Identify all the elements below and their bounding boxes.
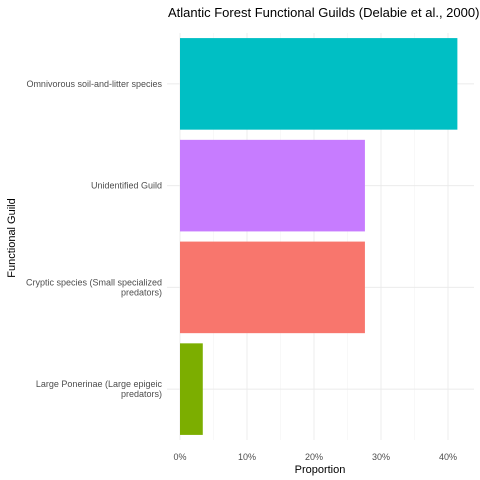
bar	[180, 38, 458, 130]
x-tick-label: 40%	[439, 452, 457, 462]
x-tick-label: 0%	[173, 452, 186, 462]
bar	[180, 241, 365, 334]
y-tick-label: Omnivorous soil-and-litter species	[26, 79, 162, 89]
bar	[180, 139, 365, 232]
y-tick-label: Large Ponerinae (Large epigeic predators)	[36, 379, 163, 399]
y-tick-label: Cryptic species (Small specialized predat…	[26, 277, 162, 297]
chart-title: Atlantic Forest Functional Guilds (Delab…	[168, 5, 479, 20]
x-tick-labels: 0% 10% 20% 30% 40%	[173, 452, 457, 462]
x-axis-title: Proportion	[295, 464, 346, 476]
x-tick-label: 30%	[372, 452, 390, 462]
bars	[180, 38, 458, 435]
x-tick-label: 10%	[238, 452, 256, 462]
y-tick-label: Unidentified Guild	[91, 181, 162, 191]
y-axis-title: Functional Guild	[6, 198, 18, 278]
bar	[180, 343, 203, 435]
x-tick-label: 20%	[305, 452, 323, 462]
y-tick-labels: Omnivorous soil-and-litter species Uniden…	[26, 79, 163, 399]
